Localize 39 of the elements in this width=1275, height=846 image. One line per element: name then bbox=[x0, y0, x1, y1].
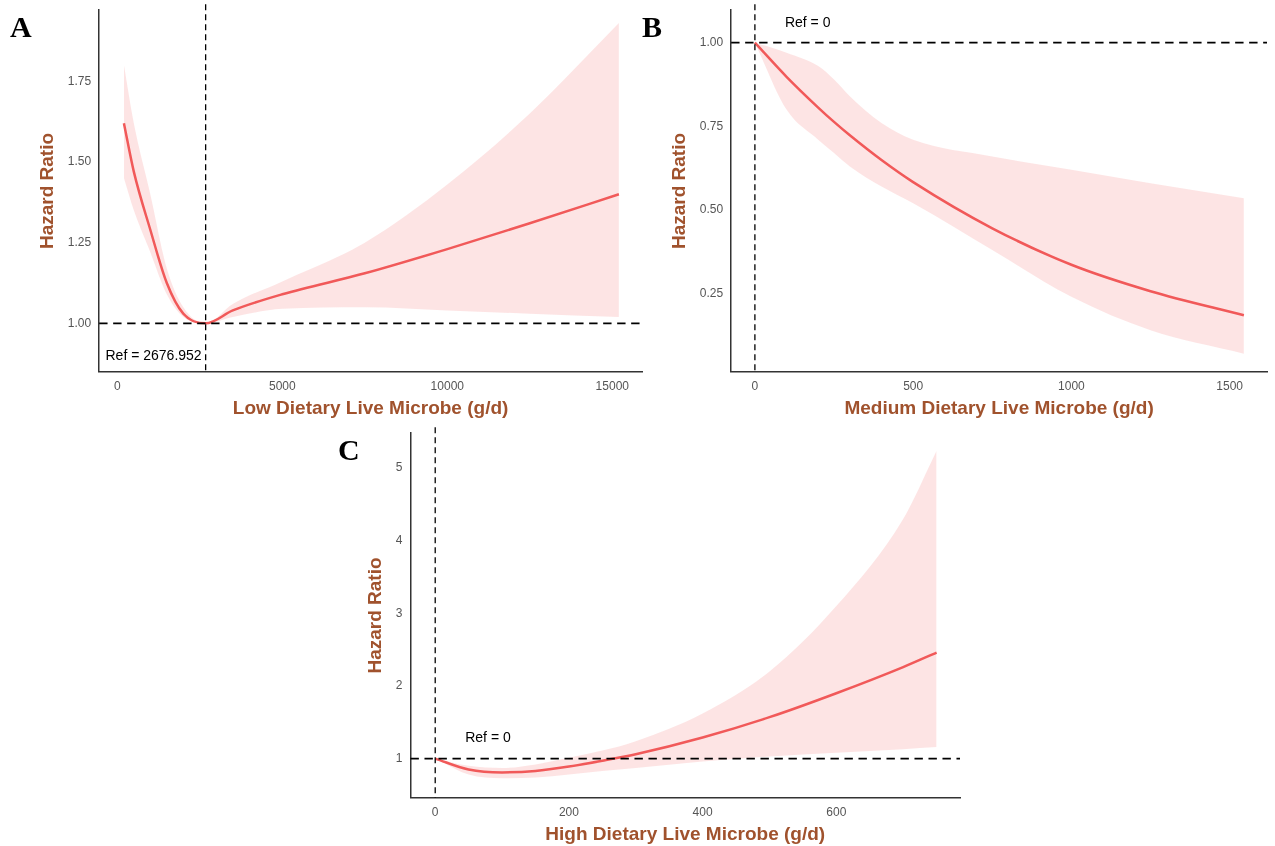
y-tick-label: 1.75 bbox=[67, 73, 92, 88]
y-tick-label: 0.75 bbox=[699, 118, 724, 133]
y-axis-title: Hazard Ratio bbox=[35, 132, 57, 250]
y-tick-label: 1.00 bbox=[699, 34, 724, 49]
chart-title: A bbox=[10, 10, 32, 44]
y-axis-title: Hazard Ratio bbox=[363, 557, 385, 674]
x-tick-label: 400 bbox=[692, 805, 713, 820]
x-tick-label: 10000 bbox=[430, 379, 465, 394]
x-axis-title: Low Dietary Live Microbe (g/d) bbox=[232, 396, 509, 418]
x-tick-label: 1000 bbox=[1058, 379, 1086, 394]
chart-title: C bbox=[338, 433, 360, 467]
y-tick-label: 0.50 bbox=[699, 202, 724, 217]
y-tick-label: 1.50 bbox=[67, 154, 92, 169]
x-tick-label: 5000 bbox=[268, 379, 296, 394]
y-tick-label: 1 bbox=[395, 750, 403, 765]
y-tick-label: 5 bbox=[395, 460, 403, 475]
x-tick-label: 500 bbox=[903, 379, 924, 394]
line-series bbox=[433, 651, 938, 774]
x-tick-label: 0 bbox=[431, 805, 439, 820]
y-tick-label: 1.00 bbox=[67, 315, 92, 330]
y-axis-title: Hazard Ratio bbox=[667, 132, 689, 250]
x-tick-label: 0 bbox=[751, 379, 759, 394]
x-tick-label: 1500 bbox=[1216, 379, 1244, 394]
x-tick-label: 15000 bbox=[595, 379, 630, 394]
y-tick-label: 4 bbox=[395, 533, 403, 547]
ref-line-label: Ref = 0 bbox=[784, 13, 831, 30]
y-tick-label: 1.25 bbox=[67, 234, 92, 249]
x-axis-title: High Dietary Live Microbe (g/d) bbox=[545, 822, 826, 844]
line-series bbox=[122, 121, 621, 325]
x-tick-label: 200 bbox=[558, 805, 580, 820]
chart-title: B bbox=[642, 10, 663, 44]
y-tick-label: 2 bbox=[395, 678, 403, 693]
x-tick-label: 0 bbox=[113, 379, 121, 394]
y-tick-label: 0.25 bbox=[699, 285, 724, 300]
ref-line-label: Ref = 2676.952 bbox=[105, 346, 202, 363]
x-tick-label: 600 bbox=[826, 805, 847, 820]
ref-line-label: Ref = 0 bbox=[465, 729, 511, 746]
x-axis-title: Medium Dietary Live Microbe (g/d) bbox=[844, 396, 1154, 418]
y-tick-label: 3 bbox=[395, 605, 403, 620]
